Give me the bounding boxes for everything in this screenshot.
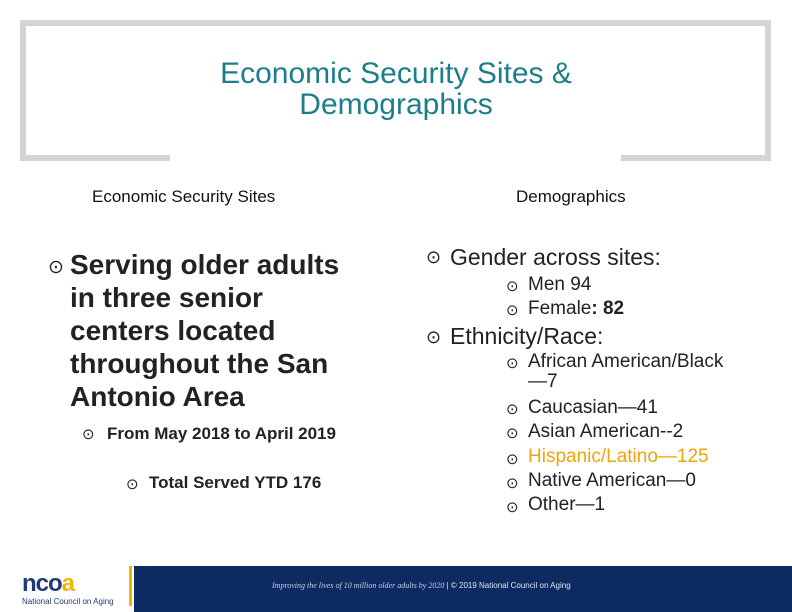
footer-tagline-mission: Improving the lives of 10 million older … [272,581,445,590]
circle-dot-icon: ⊙ [48,257,64,278]
title-line-1: Economic Security Sites & [220,57,572,90]
circle-dot-icon: ⊙ [506,499,519,516]
title-frame-bottom-left [20,155,170,161]
title-frame-bottom-right [621,155,771,161]
title-frame-top [20,20,771,26]
footer-logo-area: ncoa National Council on Aging [0,566,134,612]
ethnicity-item: Asian American--2 [528,421,684,442]
circle-dot-icon: ⊙ [426,327,442,347]
gender-label: Gender across sites: [450,244,661,270]
right-column-heading: Demographics [516,187,626,206]
ncoa-logo-subtitle: National Council on Aging [22,597,114,606]
footer-band [134,566,792,612]
circle-dot-icon: ⊙ [506,451,519,468]
ethnicity-item: Native American—0 [528,470,696,491]
slide-title: Economic Security Sites & Demographics [100,58,692,120]
left-main-text: Serving older adults in three senior cen… [70,249,340,412]
circle-dot-icon: ⊙ [506,401,519,418]
circle-dot-icon: ⊙ [506,425,519,442]
title-frame-left [20,20,26,161]
left-total-served: Total Served YTD 176 [149,473,322,492]
left-date-range: From May 2018 to April 2019 [107,424,336,443]
ethnicity-label: Ethnicity/Race: [450,323,604,349]
circle-dot-icon: ⊙ [506,302,519,319]
ethnicity-item: African American/Black—7 [528,351,724,392]
gender-men: Men 94 [528,274,592,295]
circle-dot-icon: ⊙ [506,475,519,492]
footer: ncoa National Council on Aging Improving… [0,566,792,612]
circle-dot-icon: ⊙ [506,278,519,295]
ncoa-logo: ncoa [22,570,75,597]
gender-female: Female: 82 [528,299,624,319]
left-column-heading: Economic Security Sites [92,187,276,206]
circle-dot-icon: ⊙ [82,426,95,443]
title-frame-right [765,20,771,161]
gender-female-value: : 82 [591,298,625,319]
circle-dot-icon: ⊙ [426,247,442,267]
ethnicity-item: Caucasian—41 [528,397,658,418]
footer-tagline: Improving the lives of 10 million older … [272,581,571,590]
gender-female-label: Female [528,298,592,319]
footer-accent-rule [129,566,132,606]
footer-copyright: | © 2019 National Council on Aging [444,581,571,590]
circle-dot-icon: ⊙ [506,355,519,372]
ethnicity-item-highlight: Hispanic/Latino—125 [528,446,709,467]
ethnicity-item: Other—1 [528,494,606,515]
circle-dot-icon: ⊙ [126,476,139,493]
title-line-2: Demographics [299,88,493,121]
